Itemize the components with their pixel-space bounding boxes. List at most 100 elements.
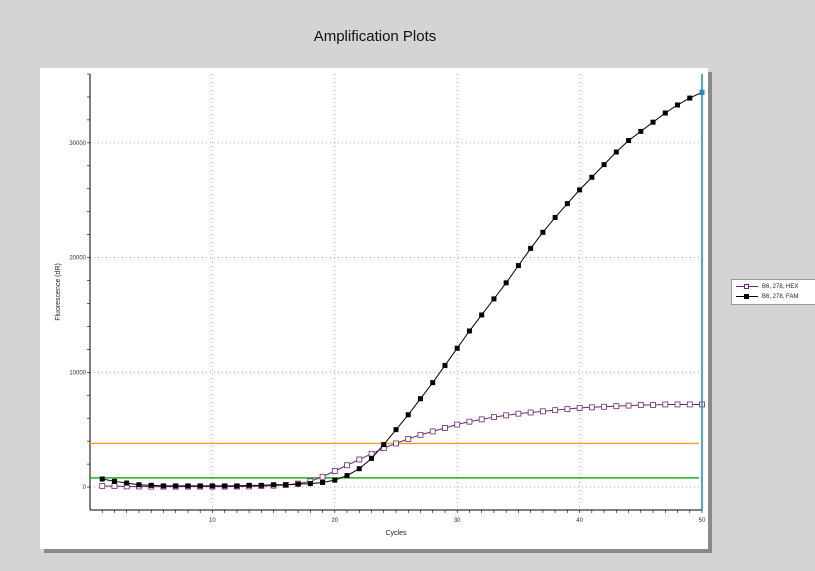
data-point-fam[interactable] (222, 483, 228, 489)
data-point-hex[interactable] (466, 418, 473, 425)
data-point-hex[interactable] (515, 410, 522, 417)
data-point-fam[interactable] (662, 110, 668, 116)
data-point-fam[interactable] (283, 482, 289, 488)
data-point-hex[interactable] (368, 450, 375, 457)
data-point-hex[interactable] (331, 468, 338, 474)
data-point-fam[interactable] (675, 102, 681, 108)
data-point-fam[interactable] (638, 128, 644, 134)
data-point-hex[interactable] (478, 416, 485, 423)
data-point-hex[interactable] (613, 403, 620, 410)
data-point-fam[interactable] (124, 480, 130, 486)
x-tick-label: 30 (454, 518, 461, 524)
data-point-hex[interactable] (442, 425, 448, 431)
data-point-hex[interactable] (405, 435, 412, 442)
chart-panel: 0 10000 20000 30000 10 20 30 40 50 Cycles Fluoresc… (40, 68, 708, 549)
data-point-fam[interactable] (320, 479, 326, 485)
data-point-hex[interactable] (344, 462, 350, 469)
data-point-fam[interactable] (540, 229, 546, 235)
data-point-fam[interactable] (234, 483, 240, 489)
data-point-hex[interactable] (625, 402, 632, 409)
data-point-hex[interactable] (552, 407, 559, 414)
data-point-fam[interactable] (613, 149, 619, 155)
data-point-fam[interactable] (650, 119, 656, 125)
data-point-fam[interactable] (552, 214, 558, 220)
data-point-fam[interactable] (344, 473, 350, 479)
data-point-hex[interactable] (454, 421, 461, 428)
data-point-hex[interactable] (662, 401, 669, 408)
data-point-hex[interactable] (650, 402, 656, 408)
data-point-fam[interactable] (601, 162, 607, 168)
data-point-hex[interactable] (99, 483, 106, 489)
data-point-fam[interactable] (356, 466, 362, 472)
x-tick-label: 50 (699, 518, 706, 524)
data-point-hex[interactable] (601, 403, 607, 410)
data-point-hex[interactable] (588, 404, 595, 411)
data-point-hex[interactable] (674, 401, 681, 408)
data-point-fam[interactable] (185, 483, 191, 489)
data-point-fam[interactable] (528, 245, 534, 251)
amplification-plot[interactable]: 0 10000 20000 30000 10 20 30 40 50 Cycles Fluoresc… (40, 68, 708, 549)
data-point-fam[interactable] (332, 477, 338, 483)
data-point-fam[interactable] (369, 455, 375, 461)
data-point-hex[interactable] (319, 473, 326, 480)
data-point-hex[interactable] (576, 404, 583, 411)
cursor-marker (699, 89, 705, 95)
data-point-fam[interactable] (626, 138, 632, 144)
data-point-hex[interactable] (111, 483, 118, 490)
data-point-fam[interactable] (491, 296, 497, 302)
data-point-hex[interactable] (564, 406, 571, 412)
data-point-fam[interactable] (197, 483, 203, 489)
data-point-fam[interactable] (466, 328, 472, 334)
data-point-fam[interactable] (148, 482, 154, 488)
data-point-fam[interactable] (307, 481, 313, 487)
data-point-hex[interactable] (429, 428, 436, 435)
data-point-fam[interactable] (136, 482, 142, 488)
data-point-fam[interactable] (381, 442, 387, 448)
data-point-hex[interactable] (686, 401, 693, 408)
data-point-fam[interactable] (430, 380, 436, 386)
data-point-hex[interactable] (491, 414, 497, 420)
data-point-hex[interactable] (527, 409, 534, 416)
y-tick-label: 10000 (69, 370, 86, 376)
series-line-hex[interactable] (102, 403, 702, 488)
x-tick-label: 20 (331, 518, 338, 524)
data-point-fam[interactable] (209, 483, 215, 489)
data-point-fam[interactable] (577, 187, 583, 193)
legend-swatch-fam (736, 292, 758, 301)
data-point-fam[interactable] (564, 201, 570, 207)
x-tick-label: 10 (209, 518, 216, 524)
data-point-fam[interactable] (454, 345, 460, 351)
legend-item-fam[interactable]: B6, 278, FAM (736, 292, 798, 301)
legend-swatch-hex (736, 282, 758, 291)
data-point-fam[interactable] (417, 396, 423, 402)
data-point-fam[interactable] (160, 483, 166, 489)
data-point-fam[interactable] (479, 312, 485, 318)
data-point-fam[interactable] (405, 412, 411, 418)
series-line-fam[interactable] (102, 91, 703, 487)
data-point-fam[interactable] (271, 482, 277, 488)
y-tick-label: 20000 (69, 256, 86, 262)
data-point-fam[interactable] (258, 482, 264, 488)
data-point-fam[interactable] (393, 427, 399, 433)
data-point-fam[interactable] (503, 280, 509, 286)
data-point-hex[interactable] (637, 402, 644, 408)
data-point-hex[interactable] (356, 456, 363, 463)
data-point-hex[interactable] (417, 431, 424, 438)
legend: B6, 278, HEX B6, 278, FAM (731, 279, 815, 305)
data-point-fam[interactable] (173, 483, 179, 489)
data-point-fam[interactable] (111, 478, 117, 484)
x-axis-label: Cycles (385, 530, 407, 537)
y-tick-label: 30000 (69, 141, 86, 147)
data-point-hex[interactable] (393, 440, 399, 447)
legend-item-hex[interactable]: B6, 278, HEX (736, 282, 798, 291)
data-point-hex[interactable] (539, 408, 546, 415)
data-point-fam[interactable] (687, 95, 693, 101)
data-point-fam[interactable] (246, 482, 252, 488)
data-point-fam[interactable] (515, 263, 521, 269)
data-point-fam[interactable] (295, 481, 301, 487)
legend-label-hex: B6, 278, HEX (762, 283, 799, 290)
data-point-fam[interactable] (99, 476, 105, 482)
data-point-fam[interactable] (589, 174, 595, 180)
data-point-fam[interactable] (442, 362, 448, 368)
data-point-hex[interactable] (503, 412, 510, 419)
